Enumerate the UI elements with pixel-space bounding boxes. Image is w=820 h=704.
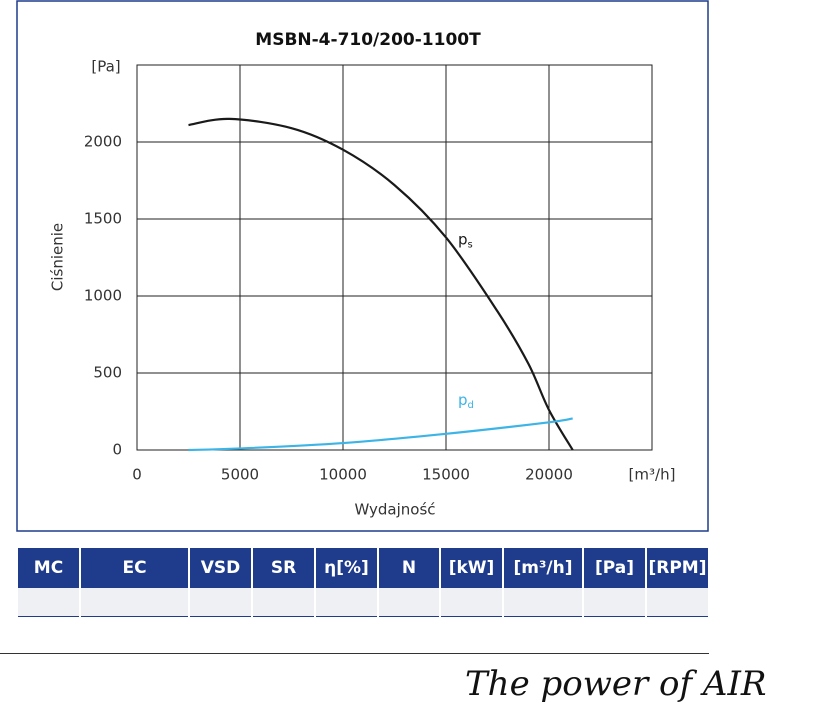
column-header: EC (80, 548, 190, 588)
column-header: MC (18, 548, 81, 588)
column-header: [RPM] (646, 548, 708, 588)
x-tick-label: 5000 (221, 466, 259, 484)
tagline: The power of AIR (465, 664, 767, 704)
series-line (188, 417, 573, 452)
x-tick-label: 15000 (422, 466, 470, 484)
y-axis-label: Ciśnienie (49, 223, 67, 291)
column-header: [Pa] (583, 548, 647, 588)
x-unit: [m³/h] (629, 466, 676, 484)
y-tick-label: 2000 (84, 133, 122, 151)
x-tick-label: 20000 (525, 466, 573, 484)
x-tick-label: 10000 (319, 466, 367, 484)
column-header: [m³/h] (503, 548, 584, 588)
y-tick-label: 0 (112, 441, 122, 459)
series-line (188, 117, 574, 451)
table-header: MC EC VSD SR η[%] N [kW] [m³/h] [Pa] [RPM] (18, 548, 708, 588)
column-header: VSD (189, 548, 253, 588)
chart-title: MSBN-4-710/200-1100T (255, 30, 481, 50)
chart: MSBN-4-710/200-1100T [Pa] [m³/h] Ciśnien… (16, 0, 709, 532)
x-tick-label: 0 (132, 466, 142, 484)
series-label: ps (458, 230, 473, 251)
column-header: N (378, 548, 441, 588)
y-unit: [Pa] (91, 58, 120, 76)
footer-rule (0, 653, 709, 654)
y-tick-label: 500 (93, 364, 122, 382)
table-row (18, 588, 708, 617)
column-header: [kW] (440, 548, 504, 588)
column-header: η[%] (315, 548, 379, 588)
x-axis-label: Wydajność (354, 501, 435, 519)
y-tick-label: 1500 (84, 210, 122, 228)
column-header: SR (252, 548, 316, 588)
parameter-table: MC EC VSD SR η[%] N [kW] [m³/h] [Pa] [RPM] (18, 548, 708, 617)
series-label: pd (458, 390, 474, 411)
y-tick-label: 1000 (84, 287, 122, 305)
